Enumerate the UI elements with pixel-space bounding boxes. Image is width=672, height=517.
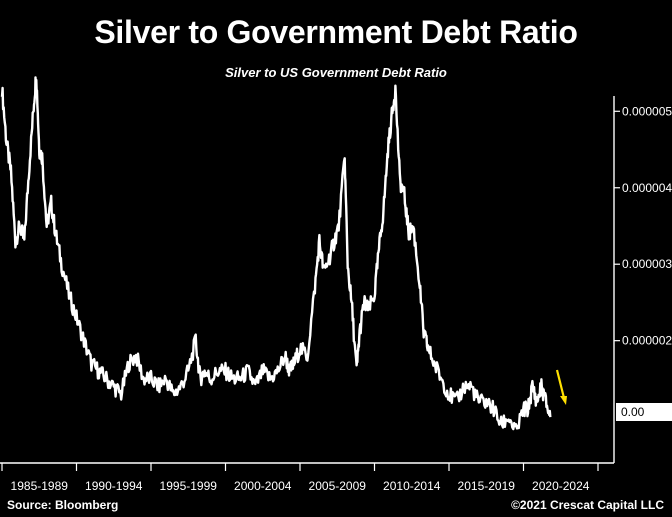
y-tick-label: 0.000004 bbox=[622, 181, 672, 195]
x-tick-label: 2010-2014 bbox=[383, 479, 441, 493]
x-tick-label: 2015-2019 bbox=[458, 479, 516, 493]
x-tick-label: 1995-1999 bbox=[160, 479, 218, 493]
copyright-note: ©2021 Crescat Capital LLC bbox=[511, 498, 664, 512]
plot-frame bbox=[0, 96, 615, 464]
down-arrow-icon bbox=[555, 369, 567, 405]
series-line bbox=[0, 76, 552, 431]
x-tick-label: 1990-1994 bbox=[85, 479, 143, 493]
y-axis-ticks: 0.000005 0.000004 0.000003 0.000002 bbox=[614, 104, 672, 348]
x-tick-label: 2005-2009 bbox=[309, 479, 367, 493]
y-tick-label: 0.000003 bbox=[622, 257, 672, 271]
last-value-text: 0.00 bbox=[621, 405, 645, 419]
source-note: Source: Bloomberg bbox=[7, 498, 119, 512]
x-tick-label: 1985-1989 bbox=[11, 479, 69, 493]
y-tick-label: 0.000005 bbox=[622, 104, 672, 118]
x-axis-ticks: 1985-1989 1990-1994 1995-1999 2000-2004 2005… bbox=[1, 463, 599, 493]
chart-subtitle: Silver to US Government Debt Ratio bbox=[225, 65, 447, 80]
chart-title: Silver to Government Debt Ratio bbox=[94, 14, 578, 50]
x-tick-label: 2000-2004 bbox=[234, 479, 292, 493]
x-tick-label: 2020-2024 bbox=[532, 479, 590, 493]
y-tick-label: 0.000002 bbox=[622, 334, 672, 348]
last-value-box bbox=[616, 403, 672, 421]
last-value-label: 0.00 bbox=[616, 403, 672, 421]
